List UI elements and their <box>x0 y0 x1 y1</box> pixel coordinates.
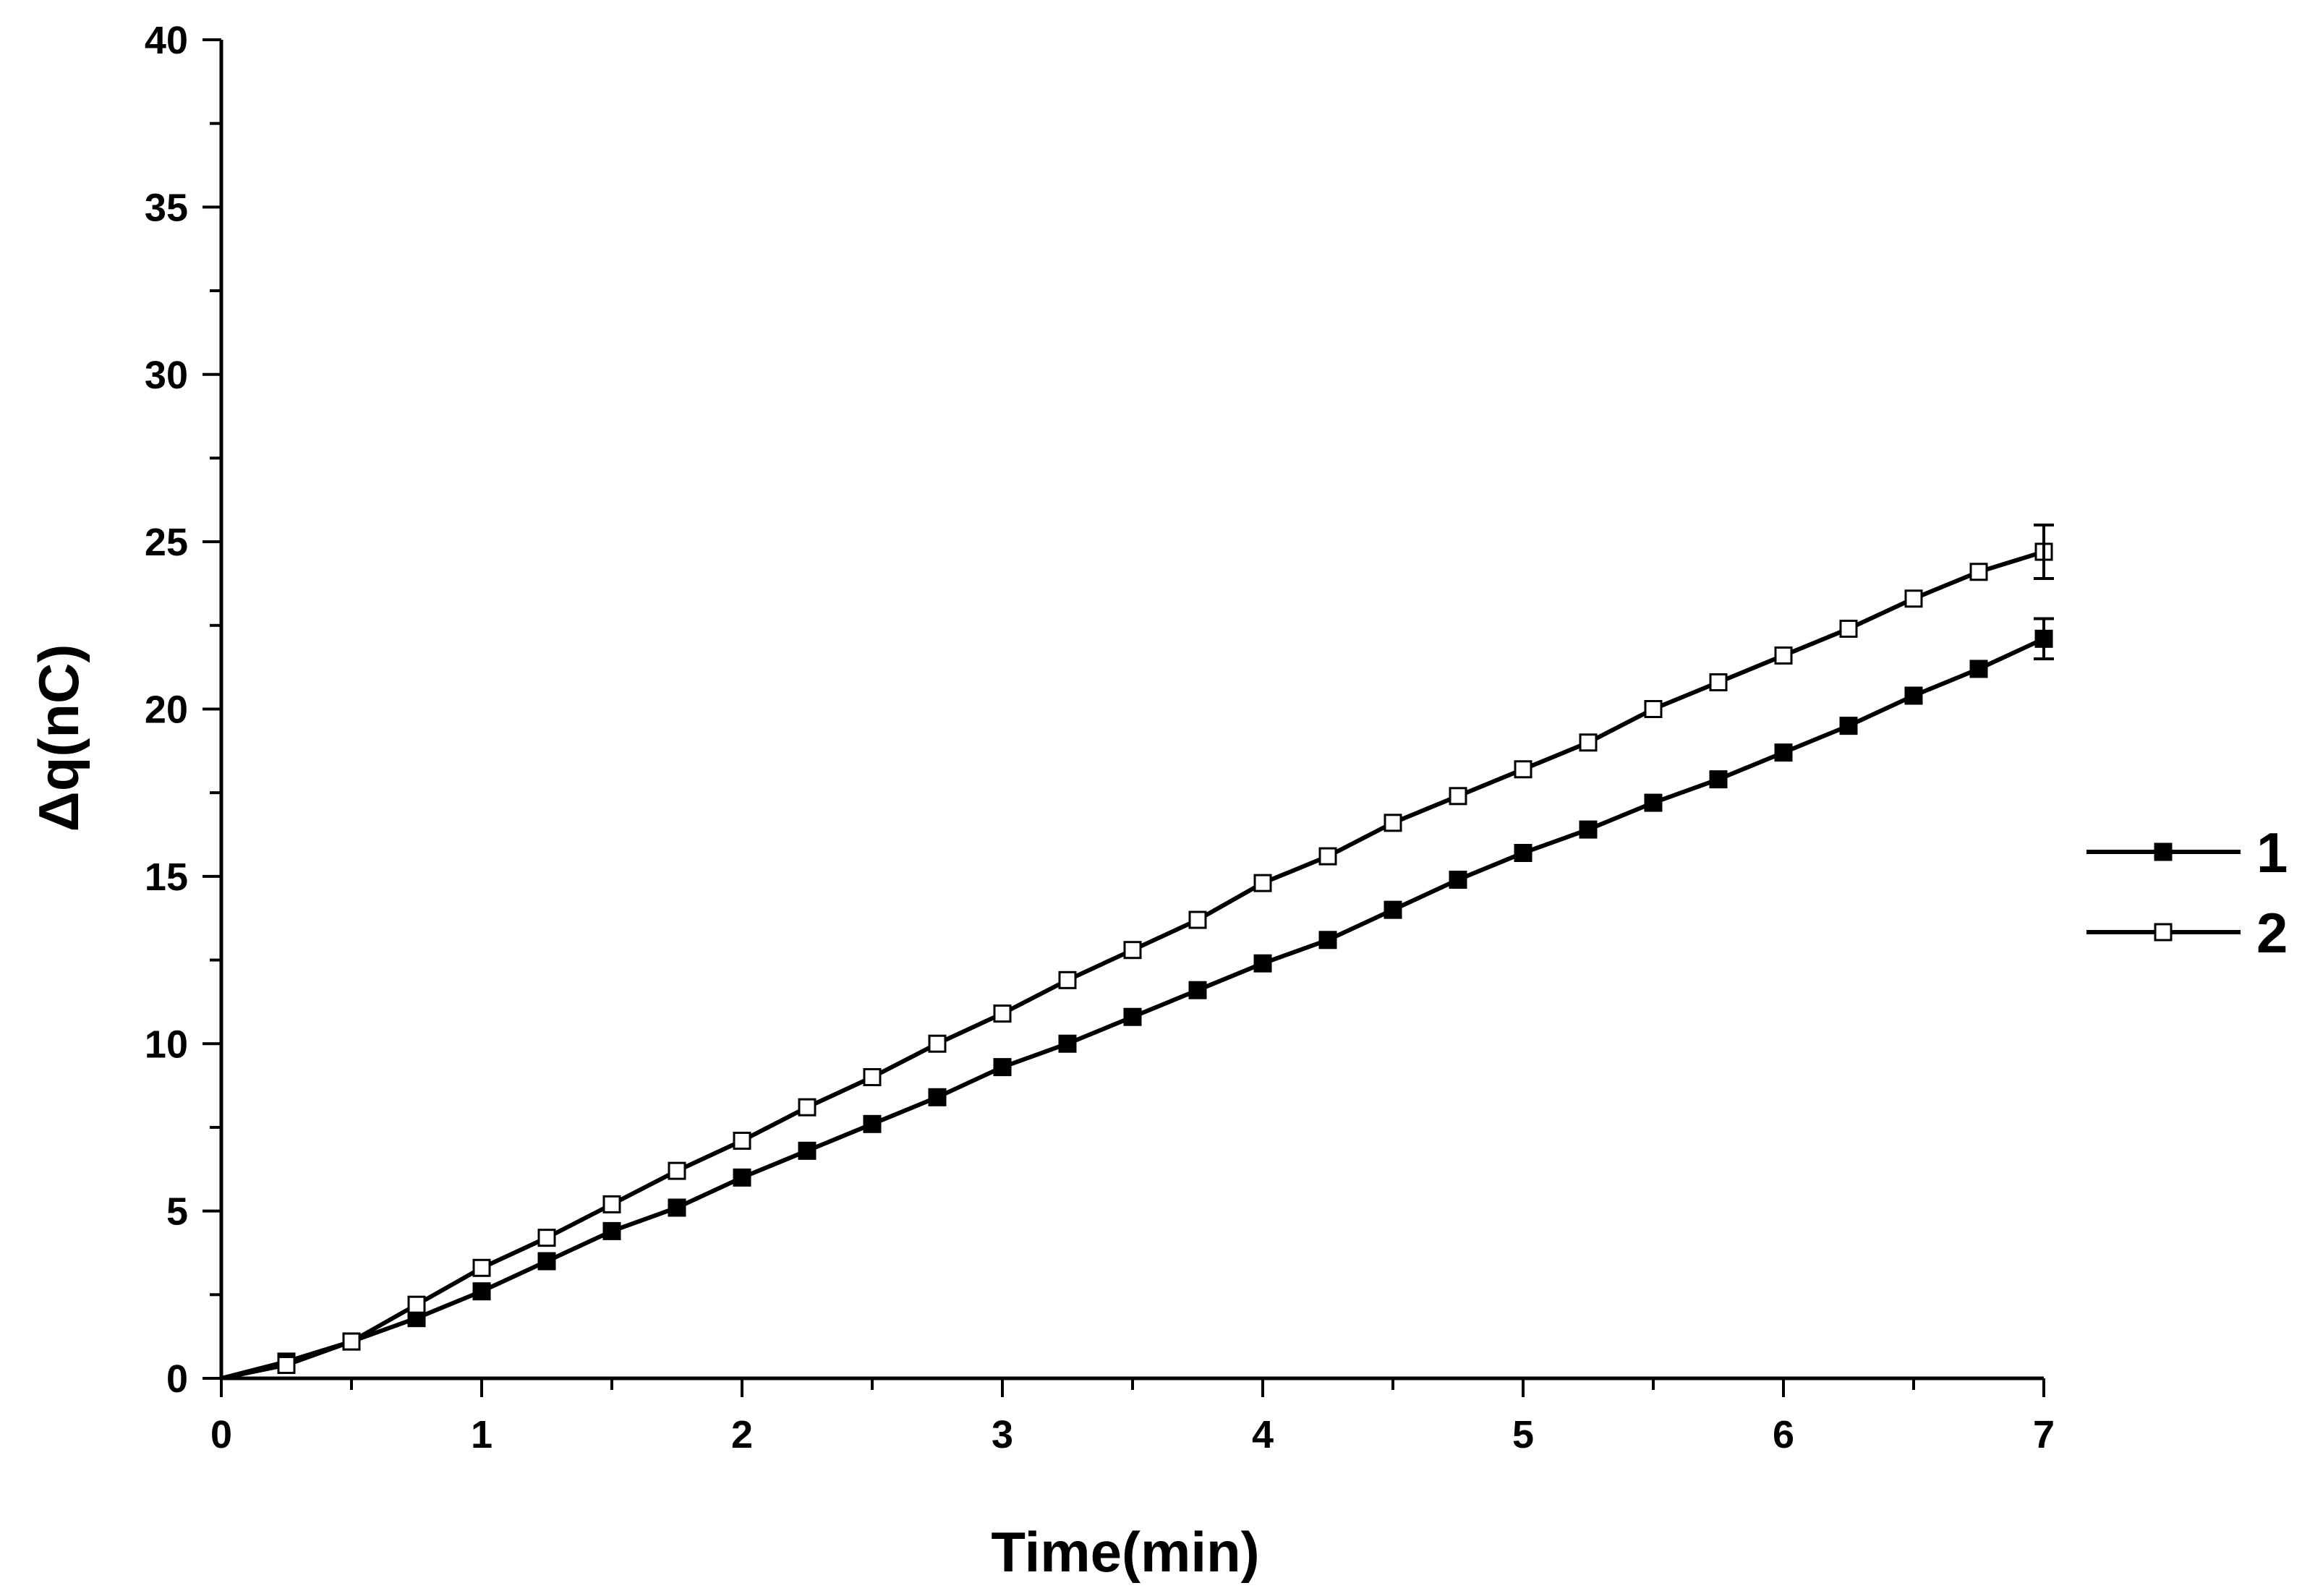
data-point <box>1774 743 1793 762</box>
data-point <box>407 1295 426 1314</box>
y-tick-label: 30 <box>145 354 188 397</box>
data-point <box>472 1282 491 1301</box>
data-point <box>1058 1034 1077 1053</box>
data-point <box>1514 843 1532 862</box>
data-point <box>1839 619 1858 638</box>
x-tick-label: 4 <box>1252 1413 1274 1456</box>
data-point <box>668 1198 686 1217</box>
data-point <box>1384 814 1402 832</box>
y-tick-label: 25 <box>145 521 188 564</box>
legend-label: 2 <box>2256 901 2288 965</box>
y-tick-label: 0 <box>166 1357 188 1401</box>
data-point <box>798 1098 817 1117</box>
data-point <box>1514 760 1532 779</box>
data-point <box>1123 941 1142 960</box>
legend-label: 1 <box>2256 821 2288 884</box>
data-point <box>1449 787 1467 806</box>
series-line <box>221 550 2045 1381</box>
data-point <box>277 1355 296 1374</box>
x-tick-label: 6 <box>1773 1413 1794 1456</box>
data-point <box>1188 981 1207 999</box>
data-point <box>928 1088 947 1106</box>
data-point <box>1123 1007 1142 1026</box>
data-point <box>993 1058 1012 1077</box>
data-point <box>537 1252 556 1271</box>
data-point <box>342 1332 361 1351</box>
data-point <box>472 1258 491 1277</box>
data-point <box>1709 770 1728 789</box>
x-axis-title: Time(min) <box>991 1520 1259 1584</box>
data-point <box>1969 563 1988 581</box>
data-point <box>1253 874 1272 892</box>
data-point <box>733 1168 751 1187</box>
x-tick-label: 3 <box>992 1413 1013 1456</box>
data-point <box>863 1068 882 1087</box>
legend-marker <box>2154 923 2173 942</box>
legend-marker <box>2154 842 2173 861</box>
data-point <box>1449 871 1467 889</box>
data-point <box>1904 686 1923 705</box>
data-point <box>1253 954 1272 973</box>
x-tick-label: 0 <box>210 1413 232 1456</box>
y-tick-label: 10 <box>145 1023 188 1066</box>
data-point <box>1709 673 1728 691</box>
data-point <box>602 1195 621 1213</box>
data-point <box>1644 793 1663 812</box>
y-tick-label: 35 <box>145 186 188 229</box>
series-group <box>221 523 2054 1381</box>
x-tick-label: 2 <box>731 1413 753 1456</box>
series-2 <box>221 523 2054 1381</box>
data-point <box>928 1034 947 1053</box>
data-point <box>1904 589 1923 608</box>
data-point <box>1384 900 1402 919</box>
axes <box>219 40 2044 1381</box>
y-axis-title: Δq(nC) <box>27 644 90 832</box>
x-tick-label: 1 <box>471 1413 493 1456</box>
axis-ticks: 0 1 2 3 4 5 6 7 0 5 10 15 20 25 30 35 40 <box>145 19 2055 1456</box>
data-point <box>993 1004 1012 1023</box>
data-point <box>733 1131 751 1150</box>
legend-item-2: 2 <box>2086 901 2288 965</box>
data-point <box>668 1161 686 1180</box>
y-tick-label: 15 <box>145 855 188 899</box>
y-tick-label: 5 <box>166 1190 188 1234</box>
y-tick-label: 20 <box>145 688 188 732</box>
data-point <box>1318 847 1337 866</box>
data-point <box>1318 931 1337 950</box>
data-point <box>1579 820 1598 839</box>
data-point <box>1188 910 1207 929</box>
x-tick-label: 5 <box>1512 1413 1534 1456</box>
legend-item-1: 1 <box>2086 821 2288 884</box>
data-point <box>863 1114 882 1133</box>
data-point <box>1839 717 1858 735</box>
data-point <box>1579 733 1598 752</box>
data-point <box>1774 646 1793 665</box>
series-1 <box>221 617 2054 1381</box>
x-tick-label: 7 <box>2033 1413 2055 1456</box>
legend: 12 <box>2086 821 2288 965</box>
data-point <box>1969 660 1988 678</box>
data-point <box>1058 970 1077 989</box>
data-point <box>602 1221 621 1240</box>
data-point <box>798 1141 817 1160</box>
data-point <box>1644 700 1663 718</box>
data-point <box>537 1229 556 1247</box>
y-tick-label: 40 <box>145 19 188 62</box>
